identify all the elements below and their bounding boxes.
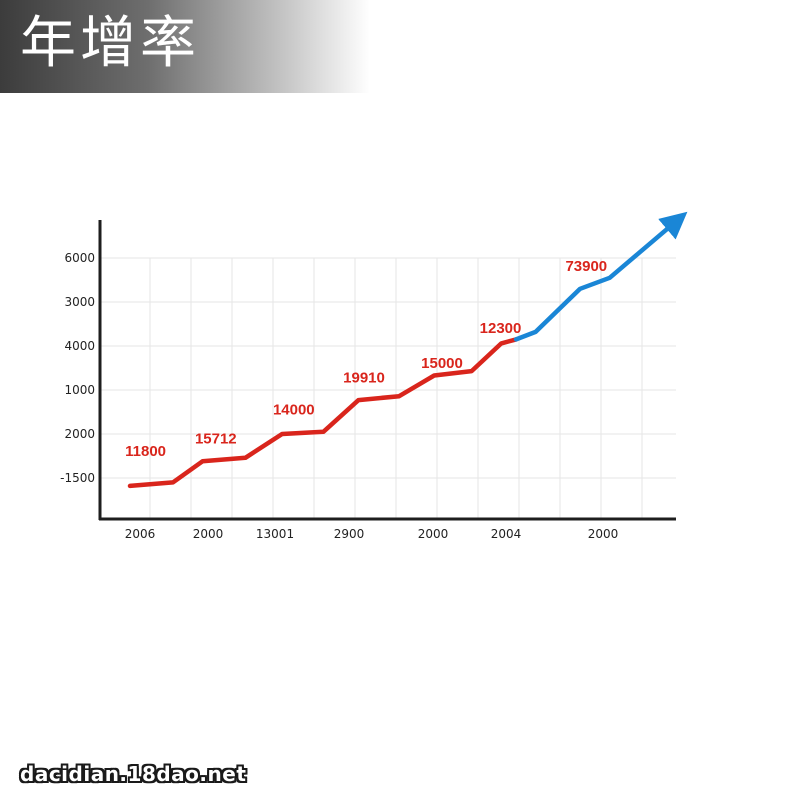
data-label: 14000: [273, 402, 315, 419]
footer-watermark: dacidian.18dao.net: [20, 762, 247, 786]
data-labels: 11800 15712 14000 19910 15000 12300 73900: [125, 258, 607, 460]
series-lines: [127, 211, 688, 489]
y-tick-label: -1500: [60, 471, 95, 485]
x-tick-label: 13001: [256, 527, 294, 541]
x-tick-label: 2000: [588, 527, 619, 541]
series-line-blue: [513, 211, 688, 342]
x-tick-labels: 2006 2000 13001 2900 2000 2004 2000: [125, 527, 619, 541]
y-tick-labels: 6000 3000 4000 1000 2000 -1500: [60, 251, 95, 485]
grid-lines: [100, 257, 676, 519]
title-banner: 年增率: [0, 0, 370, 93]
series-line-red: [127, 337, 519, 489]
data-label: 19910: [343, 370, 385, 387]
chart-axes: [98, 220, 676, 521]
data-label: 73900: [565, 258, 607, 275]
x-tick-label: 2004: [491, 527, 522, 541]
y-tick-label: 3000: [64, 295, 95, 309]
data-label: 15000: [421, 355, 463, 372]
y-tick-label: 2000: [64, 427, 95, 441]
y-tick-label: 4000: [64, 339, 95, 353]
banner-title: 年增率: [20, 11, 200, 76]
y-tick-label: 1000: [64, 383, 95, 397]
data-label: 11800: [125, 443, 166, 460]
y-tick-label: 6000: [64, 251, 95, 265]
x-tick-label: 2000: [193, 527, 224, 541]
x-tick-label: 2006: [125, 527, 156, 541]
data-label: 12300: [480, 320, 522, 337]
x-tick-label: 2000: [418, 527, 449, 541]
x-tick-label: 2900: [334, 527, 365, 541]
data-label: 15712: [195, 431, 237, 448]
